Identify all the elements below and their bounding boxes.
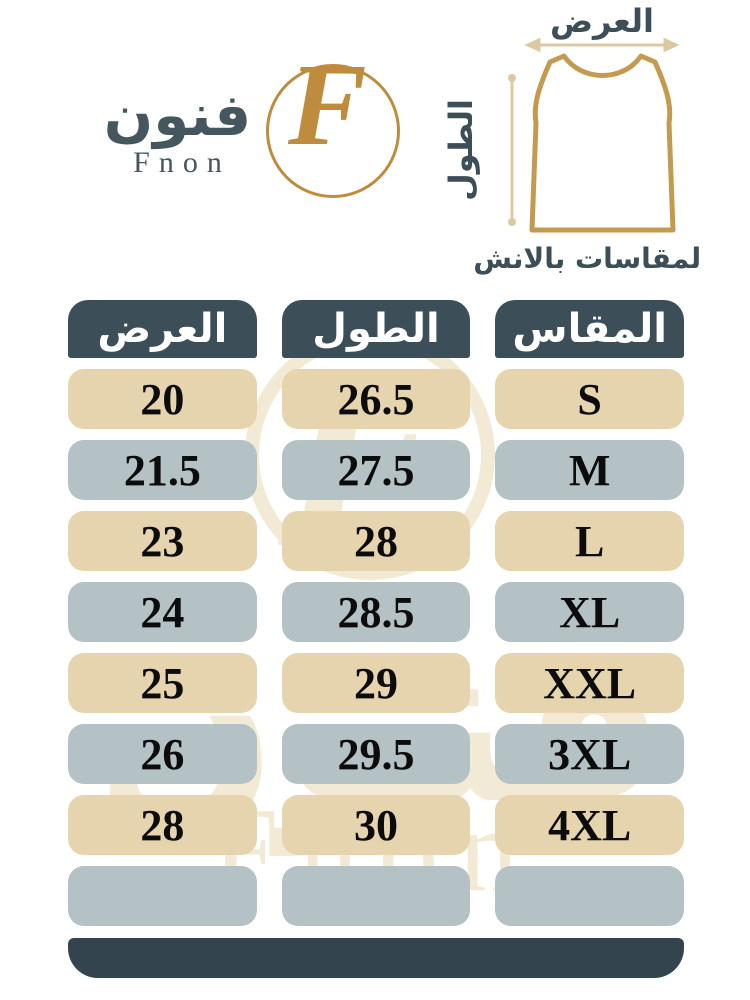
width-measure-line [524,37,680,53]
length-cell: 27.5 [281,440,471,500]
width-cell: 26 [68,724,257,784]
size-cell: 4XL [495,795,684,855]
size-cell: XL [495,582,684,642]
size-cell: 3XL [495,724,684,784]
table-footer-bar [68,938,684,978]
size-chart-table: المقاس الطول العرض S 26.5 20 M 27.5 21.5… [68,300,684,978]
diagram-caption: المقاسات بالانش [473,242,700,275]
width-cell: 28 [68,795,257,855]
header-cell-size: المقاس [495,300,684,358]
monogram-letter: F [288,39,367,170]
length-cell: 28.5 [281,582,471,642]
diagram-length-label: الطول [442,99,480,201]
size-cell: L [495,511,684,571]
header-cell-width: العرض [68,300,257,358]
width-cell: 24 [68,582,257,642]
brand-name-arabic: فنون [103,81,252,150]
width-cell: 25 [68,653,257,713]
diagram-width-label: العرض [550,2,654,40]
size-cell: M [495,440,684,500]
width-cell: 20 [68,369,257,429]
size-cell: XXL [495,653,684,713]
brand-name-english: Fnon [133,145,231,179]
size-cell: S [495,369,684,429]
empty-cell [281,866,471,926]
brand-monogram-icon: F [266,46,402,200]
header-cell-length: الطول [281,300,471,358]
length-cell: 29.5 [281,724,471,784]
width-cell: 23 [68,511,257,571]
vest-outline-icon: العرض الطول المقاسات بالانش [442,2,700,275]
length-cell: 29 [281,653,471,713]
empty-cell [495,866,684,926]
brand-wordmark: فنون Fnon [85,81,270,180]
length-cell: 28 [281,511,471,571]
length-cell: 26.5 [281,369,471,429]
length-cell: 30 [281,795,471,855]
length-measure-line [508,74,516,226]
garment-diagram: العرض الطول المقاسات بالانش [440,0,700,285]
width-cell: 21.5 [68,440,257,500]
brand-logo: فنون Fnon F [85,46,415,212]
empty-cell [68,866,257,926]
monogram-circle [266,64,400,198]
vest-shape [529,53,676,233]
